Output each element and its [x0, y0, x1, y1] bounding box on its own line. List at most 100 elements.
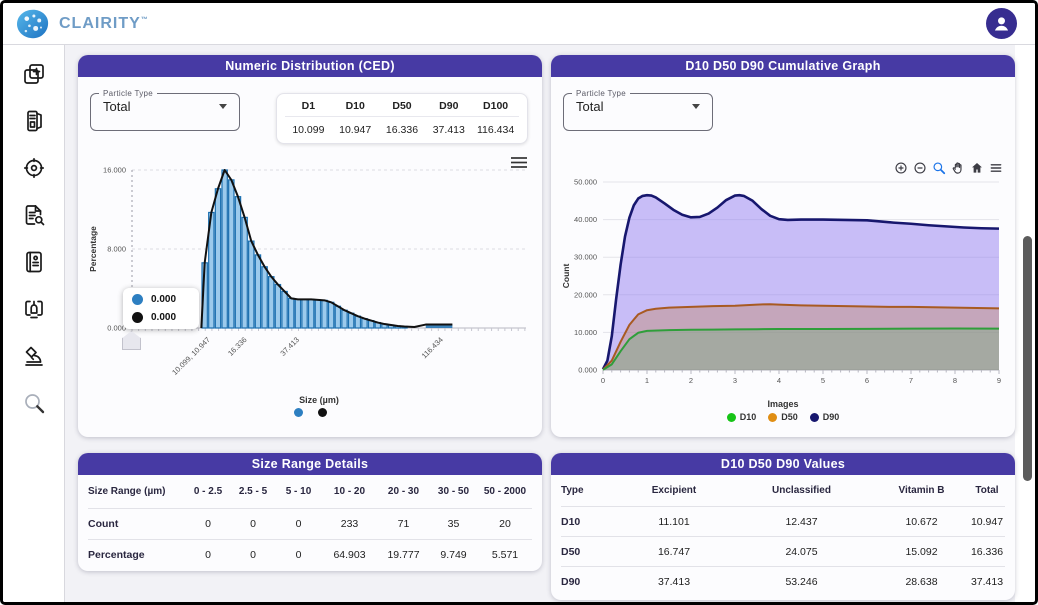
histogram-bar[interactable] [307, 298, 315, 329]
report-search-icon[interactable] [21, 202, 47, 228]
table-header-cell: Vitamin B [898, 485, 945, 496]
table-cell: 19.777 [387, 549, 420, 561]
histogram-bar[interactable] [354, 315, 362, 329]
table-row: Count 0 0 0 233 71 35 20 [88, 508, 532, 539]
svg-text:7: 7 [909, 376, 913, 385]
zoom-in-icon[interactable] [894, 161, 908, 175]
histogram-bar[interactable] [341, 309, 348, 329]
x-axis-title: Size (µm) [299, 395, 339, 405]
table-cell: 0 [295, 518, 302, 530]
table-header-cell: 50 - 2000 [483, 486, 527, 497]
particle-type-label: Particle Type [103, 89, 153, 98]
line-d90[interactable] [601, 193, 1000, 370]
zoom-select-icon[interactable] [932, 161, 946, 175]
stat-header: D10 [331, 100, 379, 117]
table-cell: 10.947 [970, 515, 1004, 528]
table-cell: 35 [447, 518, 460, 530]
histogram-bar[interactable] [248, 240, 255, 329]
histogram-bar[interactable] [274, 283, 282, 329]
histogram-tail-bar[interactable] [425, 324, 453, 328]
particle-type-select[interactable]: Particle Type Total [90, 89, 240, 131]
histogram-bar[interactable] [327, 301, 335, 329]
table-cell: 12.437 [785, 515, 818, 528]
svg-text:16.336: 16.336 [226, 335, 249, 358]
numeric-distribution-chart[interactable]: 0.000 8.000 16.000 10.099, 10.947 16.336 37.4… [86, 150, 534, 386]
zoom-out-icon[interactable] [913, 161, 927, 175]
table-cell: 0 [295, 549, 302, 561]
panel-title: D10 D50 D90 Cumulative Graph [551, 55, 1015, 77]
table-cell: 20 [499, 518, 511, 530]
search-icon[interactable] [21, 390, 47, 416]
histogram-bar[interactable] [241, 216, 248, 329]
top-bar: CLAIRITY™ [3, 3, 1035, 45]
table-header-cell: Excipient [651, 485, 697, 496]
histogram-bar[interactable] [321, 299, 328, 329]
notebook-icon[interactable] [21, 249, 47, 275]
legend-item-d10[interactable]: D10 [726, 412, 756, 422]
tooltip-value: 0.000 [151, 312, 177, 323]
svg-text:0.000: 0.000 [578, 366, 597, 375]
table-cell: 16.747 [657, 545, 691, 558]
tooltip-value: 0.000 [151, 294, 177, 305]
legend-dot-icon [809, 412, 819, 422]
svg-text:9: 9 [997, 376, 1001, 385]
panel-title: D10 D50 D90 Values [551, 453, 1015, 475]
histogram-bar[interactable] [347, 312, 355, 329]
histogram-bar[interactable] [221, 169, 228, 329]
histogram-bar[interactable] [228, 179, 235, 329]
tooltip-row: 0.000 [132, 294, 190, 305]
legend-dot-icon [726, 412, 736, 422]
range-slider-handle[interactable] [122, 331, 141, 350]
table-row-label: D90 [561, 575, 581, 588]
stat-value: 10.099 [292, 124, 325, 136]
menu-icon[interactable] [511, 157, 527, 168]
histogram-bar[interactable] [281, 290, 288, 329]
menu-icon[interactable] [989, 161, 1003, 175]
table-cell: 37.413 [657, 575, 691, 588]
line-d10[interactable] [602, 327, 1000, 371]
histogram-bar[interactable] [267, 276, 275, 329]
svg-text:Percentage: Percentage [88, 226, 98, 272]
histogram-bar[interactable] [301, 298, 308, 329]
histogram-bar[interactable] [214, 188, 222, 329]
cumulative-chart[interactable]: 0.000 10.000 20.000 30.000 40.000 50.000 0 1 2 3 4… [559, 155, 1007, 395]
particle-type-select[interactable]: Particle Type Total [563, 89, 713, 131]
histogram-bar[interactable] [294, 298, 302, 329]
histogram-bar[interactable] [334, 305, 342, 329]
table-row-label: D50 [561, 545, 581, 558]
legend-dot-icon[interactable] [293, 408, 303, 417]
table-cell: 15.092 [905, 545, 938, 558]
dvalue-stats-strip: D1 D10 D50 D90 D100 10.099 10.947 16.336 37.413 1… [276, 93, 528, 144]
analyzer-icon[interactable] [21, 108, 47, 134]
panel-title: Size Range Details [78, 453, 542, 475]
line-d50[interactable] [602, 303, 1000, 371]
microscope-icon[interactable] [21, 343, 47, 369]
table-cell: 10.672 [905, 515, 938, 528]
slide-holder-icon[interactable] [21, 296, 47, 322]
histogram-bar[interactable] [261, 266, 268, 329]
histogram-bar[interactable] [314, 299, 322, 329]
vertical-scrollbar-thumb[interactable] [1023, 236, 1032, 481]
hover-tooltip: 0.000 0.000 [123, 288, 199, 329]
legend-item-d50[interactable]: D50 [768, 412, 798, 422]
panel-cumulative-graph: D10 D50 D90 Cumulative Graph Particle Ty… [551, 55, 1015, 437]
svg-text:5: 5 [821, 376, 825, 385]
user-avatar[interactable] [986, 8, 1017, 39]
table-cell: 0 [205, 518, 211, 530]
histogram-bar[interactable] [287, 297, 295, 329]
stat-value: 16.336 [385, 124, 419, 136]
home-icon[interactable] [970, 161, 984, 175]
stat-header: D50 [378, 100, 426, 117]
legend-item-d90[interactable]: D90 [809, 412, 839, 422]
pan-icon[interactable] [951, 161, 965, 175]
legend-dot-icon[interactable] [317, 408, 327, 417]
svg-text:3: 3 [733, 376, 737, 385]
histogram-bar[interactable] [254, 254, 262, 329]
stat-header: D90 [425, 100, 473, 117]
area-d90 [603, 195, 999, 370]
svg-text:1: 1 [645, 376, 649, 385]
brand-logo: CLAIRITY™ [15, 8, 149, 40]
target-icon[interactable] [21, 155, 47, 181]
images-copy-icon[interactable] [21, 61, 47, 87]
histogram-bar[interactable] [234, 196, 242, 329]
